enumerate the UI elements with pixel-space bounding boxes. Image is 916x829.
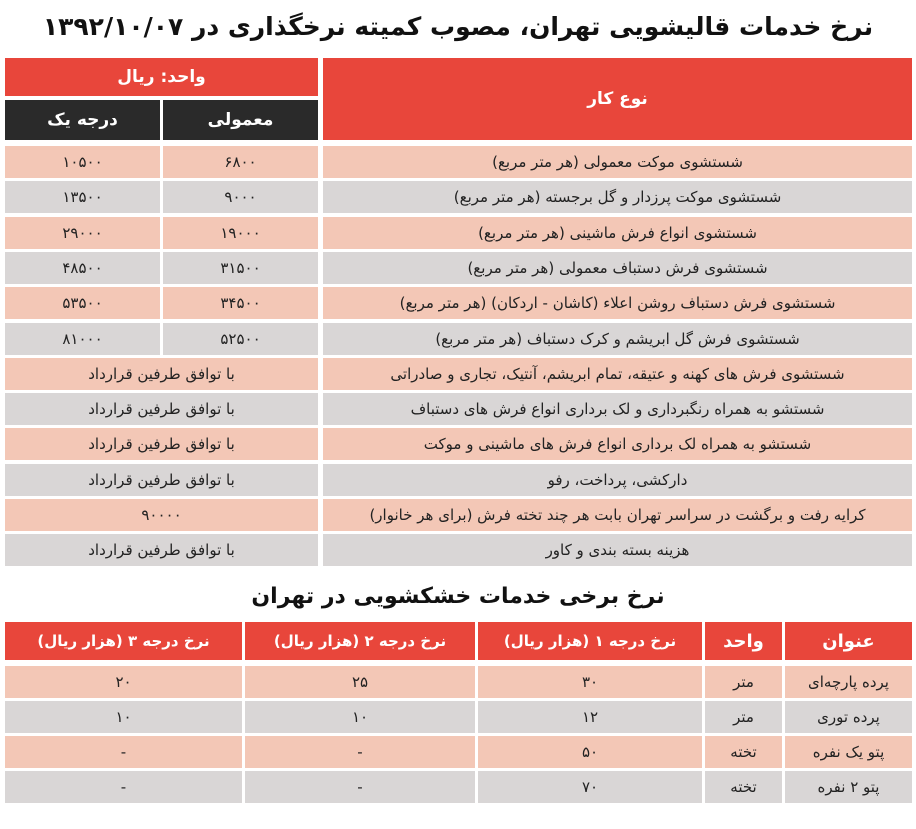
table2-cell: ۲۰ bbox=[5, 666, 242, 698]
price-cell: ۱۰۵۰۰ bbox=[5, 146, 160, 178]
price-cell: با توافق طرفین قرارداد bbox=[5, 463, 318, 496]
table2-cell: ۳۰ bbox=[478, 666, 702, 698]
price-cell: ۵۲۵۰۰ bbox=[163, 322, 318, 355]
table2-cell: متر bbox=[705, 701, 782, 733]
table2-cell: ۱۰ bbox=[5, 701, 242, 733]
table2-header: نرخ درجه ۲ (هزار ریال) bbox=[245, 622, 475, 660]
table2-cell: پتو یک نفره bbox=[785, 736, 912, 768]
price-cell: ۴۸۵۰۰ bbox=[5, 251, 160, 284]
price-cell: با توافق طرفین قرارداد bbox=[5, 534, 318, 567]
price-cell: ۲۹۰۰۰ bbox=[5, 216, 160, 249]
price-cell: ۳۴۵۰۰ bbox=[163, 287, 318, 320]
service-cell: دارکشی، پرداخت، رفو bbox=[323, 463, 912, 496]
column-header: معمولی bbox=[163, 100, 318, 140]
table2-cell: - bbox=[245, 736, 475, 768]
table2-cell: ۵۰ bbox=[478, 736, 702, 768]
table2-header: عنوان bbox=[785, 622, 912, 660]
title: نرخ خدمات قالیشویی تهران، مصوب کمیته نرخ… bbox=[42, 11, 874, 41]
service-cell: شستشوی موکت پرزدار و گل برجسته (هر متر م… bbox=[323, 181, 912, 214]
service-cell: شستشوی فرش دستباف روشن اعلاء (کاشان - ار… bbox=[323, 287, 912, 320]
service-cell: کرایه رفت و برگشت در سراسر تهران بابت هر… bbox=[323, 499, 912, 531]
service-cell: شستشوی انواع فرش ماشینی (هر متر مربع) bbox=[323, 216, 912, 249]
price-cell: ۹۰۰۰ bbox=[163, 181, 318, 214]
table2-cell: پرده پارچه‌ای bbox=[785, 666, 912, 698]
service-cell: شستشو به همراه لک برداری انواع فرش های م… bbox=[323, 428, 912, 461]
price-cell: ۳۱۵۰۰ bbox=[163, 251, 318, 284]
column-header: درجه یک bbox=[5, 100, 160, 140]
service-cell: شستشوی موکت معمولی (هر متر مربع) bbox=[323, 146, 912, 178]
table2-cell: تخته bbox=[705, 771, 782, 803]
price-cell: ۱۳۵۰۰ bbox=[5, 181, 160, 214]
unit-header: واحد: ریال bbox=[5, 58, 318, 96]
table2-cell: متر bbox=[705, 666, 782, 698]
table2-cell: تخته bbox=[705, 736, 782, 768]
service-cell: شستشو به همراه رنگبرداری و لک برداری انو… bbox=[323, 393, 912, 426]
service-cell: هزینه بسته بندی و کاور bbox=[323, 534, 912, 567]
table2-header: واحد bbox=[705, 622, 782, 660]
table2-cell: پرده توری bbox=[785, 701, 912, 733]
service-cell: شستشوی فرش های کهنه و عتیقه، تمام ابریشم… bbox=[323, 357, 912, 390]
table2-cell: ۱۰ bbox=[245, 701, 475, 733]
price-cell: با توافق طرفین قرارداد bbox=[5, 357, 318, 390]
price-cell: ۶۸۰۰ bbox=[163, 146, 318, 178]
table2-cell: ۱۲ bbox=[478, 701, 702, 733]
table2-cell: - bbox=[5, 771, 242, 803]
table2-cell: ۲۵ bbox=[245, 666, 475, 698]
subtitle: نرخ برخی خدمات خشکشویی در تهران bbox=[251, 583, 665, 609]
table2-header: نرخ درجه ۳ (هزار ریال) bbox=[5, 622, 242, 660]
price-cell: ۸۱۰۰۰ bbox=[5, 322, 160, 355]
service-cell: شستشوی فرش گل ابریشم و کرک دستباف (هر مت… bbox=[323, 322, 912, 355]
table2-header: نرخ درجه ۱ (هزار ریال) bbox=[478, 622, 702, 660]
price-cell: با توافق طرفین قرارداد bbox=[5, 428, 318, 461]
price-cell: ۹۰۰۰۰ bbox=[5, 499, 318, 531]
table2-cell: - bbox=[5, 736, 242, 768]
table2-cell: پتو ۲ نفره bbox=[785, 771, 912, 803]
type-header: نوع کار bbox=[323, 58, 912, 140]
price-cell: با توافق طرفین قرارداد bbox=[5, 393, 318, 426]
price-cell: ۵۳۵۰۰ bbox=[5, 287, 160, 320]
price-cell: ۱۹۰۰۰ bbox=[163, 216, 318, 249]
table2-cell: ۷۰ bbox=[478, 771, 702, 803]
service-cell: شستشوی فرش دستباف معمولی (هر متر مربع) bbox=[323, 251, 912, 284]
table2-cell: - bbox=[245, 771, 475, 803]
